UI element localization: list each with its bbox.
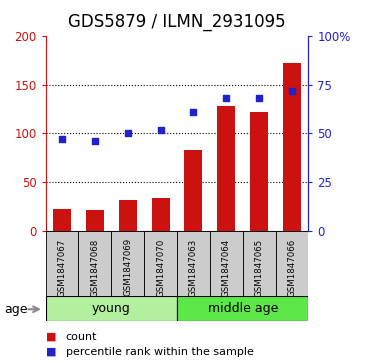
- Bar: [119, 200, 137, 231]
- Text: percentile rank within the sample: percentile rank within the sample: [66, 347, 254, 357]
- Bar: [276, 231, 308, 296]
- Bar: [46, 296, 177, 321]
- Text: GSM1847067: GSM1847067: [58, 238, 66, 297]
- Text: count: count: [66, 332, 97, 342]
- Bar: [243, 231, 276, 296]
- Bar: [111, 231, 144, 296]
- Point: [256, 95, 262, 101]
- Point: [158, 127, 164, 132]
- Point: [223, 95, 229, 101]
- Bar: [217, 106, 235, 231]
- Text: GDS5879 / ILMN_2931095: GDS5879 / ILMN_2931095: [68, 13, 286, 31]
- Text: GSM1847070: GSM1847070: [156, 238, 165, 297]
- Point: [125, 130, 131, 136]
- Point: [289, 88, 295, 94]
- Text: ■: ■: [46, 332, 56, 342]
- Text: GSM1847069: GSM1847069: [123, 238, 132, 297]
- Text: GSM1847063: GSM1847063: [189, 238, 198, 297]
- Text: GSM1847064: GSM1847064: [222, 238, 231, 297]
- Text: young: young: [92, 302, 131, 315]
- Bar: [151, 199, 170, 231]
- Point: [92, 138, 98, 144]
- Bar: [78, 231, 111, 296]
- Bar: [283, 64, 301, 231]
- Text: GSM1847068: GSM1847068: [91, 238, 99, 297]
- Text: GSM1847066: GSM1847066: [288, 238, 296, 297]
- Text: middle age: middle age: [208, 302, 278, 315]
- Bar: [177, 296, 308, 321]
- Text: GSM1847065: GSM1847065: [255, 238, 264, 297]
- Text: ■: ■: [46, 347, 56, 357]
- Bar: [210, 231, 243, 296]
- Point: [191, 109, 196, 115]
- Text: age: age: [5, 303, 28, 316]
- Bar: [250, 112, 268, 231]
- Bar: [177, 231, 210, 296]
- Bar: [184, 150, 203, 231]
- Bar: [46, 231, 78, 296]
- Bar: [53, 209, 71, 231]
- Bar: [86, 210, 104, 231]
- Point: [59, 136, 65, 142]
- Bar: [144, 231, 177, 296]
